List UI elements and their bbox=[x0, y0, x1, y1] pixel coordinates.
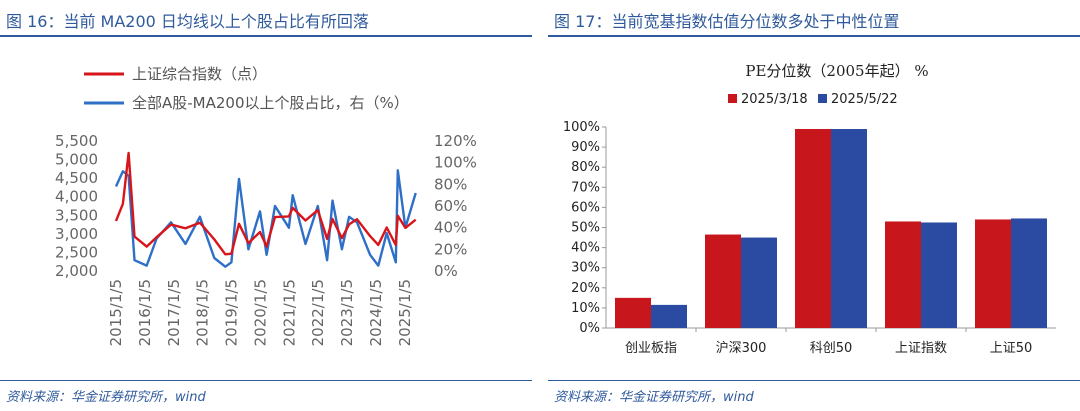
legend-label-2: 2025/5/22 bbox=[831, 92, 898, 107]
bar bbox=[975, 219, 1011, 328]
left-chart-title: 图 16：当前 MA200 日均线以上个股占比有所回落 bbox=[6, 12, 369, 31]
left-source-note: 资料来源：华金证券研究所，wind bbox=[6, 390, 206, 405]
x-axis-category: 沪深300 bbox=[716, 340, 767, 356]
left-axis-tick: 3,500 bbox=[55, 206, 98, 224]
x-axis-tick: 2017/1/5 bbox=[165, 279, 183, 346]
y-axis-tick: 50% bbox=[571, 221, 600, 236]
right-axis-tick: 80% bbox=[434, 175, 467, 193]
line-chart: 上证综合指数（点） 全部A股-MA200以上个股占比，右（%） 2,0002,500… bbox=[55, 65, 477, 346]
x-axis-tick: 2018/1/5 bbox=[194, 279, 212, 346]
left-axis-tick: 2,000 bbox=[55, 262, 98, 280]
bar-chart: PE分位数（2005年起） % 2025/3/18 2025/5/22 0% 10% 20… bbox=[563, 62, 1056, 356]
left-axis-tick: 4,500 bbox=[55, 169, 98, 187]
x-axis-tick: 2024/1/5 bbox=[367, 279, 385, 346]
y-axis-tick: 100% bbox=[563, 120, 600, 135]
left-axis-tick: 5,000 bbox=[55, 151, 98, 169]
right-chart-title: 图 17：当前宽基指数估值分位数多处于中性位置 bbox=[554, 12, 900, 31]
left-axis-tick: 5,500 bbox=[55, 132, 98, 150]
bar bbox=[741, 237, 777, 328]
y-axis-tick: 90% bbox=[571, 140, 600, 155]
bar bbox=[651, 304, 687, 328]
right-axis-tick: 100% bbox=[434, 154, 477, 172]
left-axis-tick: 4,000 bbox=[55, 188, 98, 206]
y-axis-tick: 20% bbox=[571, 281, 600, 296]
x-axis-category: 上证指数 bbox=[895, 341, 947, 356]
x-axis-category: 上证50 bbox=[990, 341, 1033, 356]
bar bbox=[831, 129, 867, 328]
x-axis-tick: 2020/1/5 bbox=[251, 279, 269, 346]
x-axis-tick: 2016/1/5 bbox=[136, 279, 154, 346]
y-axis-tick: 10% bbox=[571, 301, 600, 316]
bar bbox=[921, 222, 957, 328]
bar bbox=[1011, 218, 1047, 328]
legend-swatch-1 bbox=[728, 94, 737, 103]
x-axis-tick: 2023/1/5 bbox=[338, 279, 356, 346]
legend-label-1: 2025/3/18 bbox=[741, 92, 808, 107]
right-axis-tick: 60% bbox=[434, 197, 467, 215]
left-axis-tick: 3,000 bbox=[55, 225, 98, 243]
y-axis-tick: 30% bbox=[571, 261, 600, 276]
right-source-note: 资料来源：华金证券研究所，wind bbox=[554, 390, 754, 405]
right-title-rule bbox=[548, 35, 1080, 37]
series-line-2 bbox=[114, 169, 417, 268]
left-chart-panel: 图 16：当前 MA200 日均线以上个股占比有所回落 上证综合指数（点） 全部A… bbox=[0, 0, 532, 411]
legend-swatch-2 bbox=[818, 94, 827, 103]
series-line-1 bbox=[114, 151, 417, 256]
right-axis-tick: 120% bbox=[434, 132, 477, 150]
bar bbox=[885, 221, 921, 328]
right-axis-tick: 40% bbox=[434, 219, 467, 237]
left-axis-tick: 2,500 bbox=[55, 243, 98, 261]
y-axis-tick: 40% bbox=[571, 241, 600, 256]
x-axis-tick: 2019/1/5 bbox=[223, 279, 241, 346]
x-axis-tick: 2021/1/5 bbox=[280, 279, 298, 346]
right-axis-tick: 0% bbox=[434, 262, 458, 280]
left-source-rule bbox=[0, 380, 532, 381]
y-axis-tick: 80% bbox=[571, 160, 600, 175]
bar bbox=[615, 297, 651, 328]
y-axis-tick: 0% bbox=[579, 321, 600, 336]
x-axis-tick: 2015/1/5 bbox=[107, 279, 125, 346]
x-axis-tick: 2022/1/5 bbox=[309, 279, 327, 346]
bar bbox=[705, 234, 741, 328]
legend-label-1: 上证综合指数（点） bbox=[132, 65, 267, 83]
x-axis-category: 创业板指 bbox=[625, 341, 677, 356]
y-axis-tick: 60% bbox=[571, 200, 600, 215]
left-title-rule bbox=[0, 35, 532, 37]
x-axis-tick: 2025/1/5 bbox=[396, 279, 414, 346]
bar bbox=[795, 129, 831, 328]
x-axis-category: 科创50 bbox=[810, 341, 853, 356]
y-axis-tick: 70% bbox=[571, 180, 600, 195]
right-axis-tick: 20% bbox=[434, 240, 467, 258]
chart-title: PE分位数（2005年起） % bbox=[745, 62, 928, 80]
right-chart-panel: 图 17：当前宽基指数估值分位数多处于中性位置 PE分位数（2005年起） % 2… bbox=[548, 0, 1080, 411]
right-source-rule bbox=[548, 380, 1080, 381]
legend-label-2: 全部A股-MA200以上个股占比，右（%） bbox=[132, 94, 409, 112]
